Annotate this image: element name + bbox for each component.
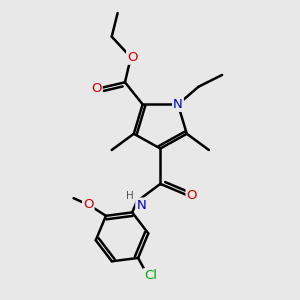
Text: O: O: [187, 189, 197, 202]
Text: O: O: [83, 197, 94, 211]
Text: O: O: [91, 82, 102, 95]
Text: O: O: [127, 51, 138, 64]
Text: H: H: [126, 191, 134, 201]
Text: Cl: Cl: [144, 269, 157, 282]
Text: N: N: [136, 199, 146, 212]
Text: N: N: [173, 98, 183, 111]
